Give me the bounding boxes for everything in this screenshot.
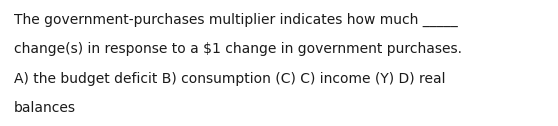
Text: change(s) in response to a $1 change in government purchases.: change(s) in response to a $1 change in …	[14, 42, 462, 56]
Text: A) the budget deficit B) consumption (C) C) income (Y) D) real: A) the budget deficit B) consumption (C)…	[14, 72, 445, 86]
Text: The government-purchases multiplier indicates how much _____: The government-purchases multiplier indi…	[14, 13, 458, 27]
Text: balances: balances	[14, 101, 76, 115]
